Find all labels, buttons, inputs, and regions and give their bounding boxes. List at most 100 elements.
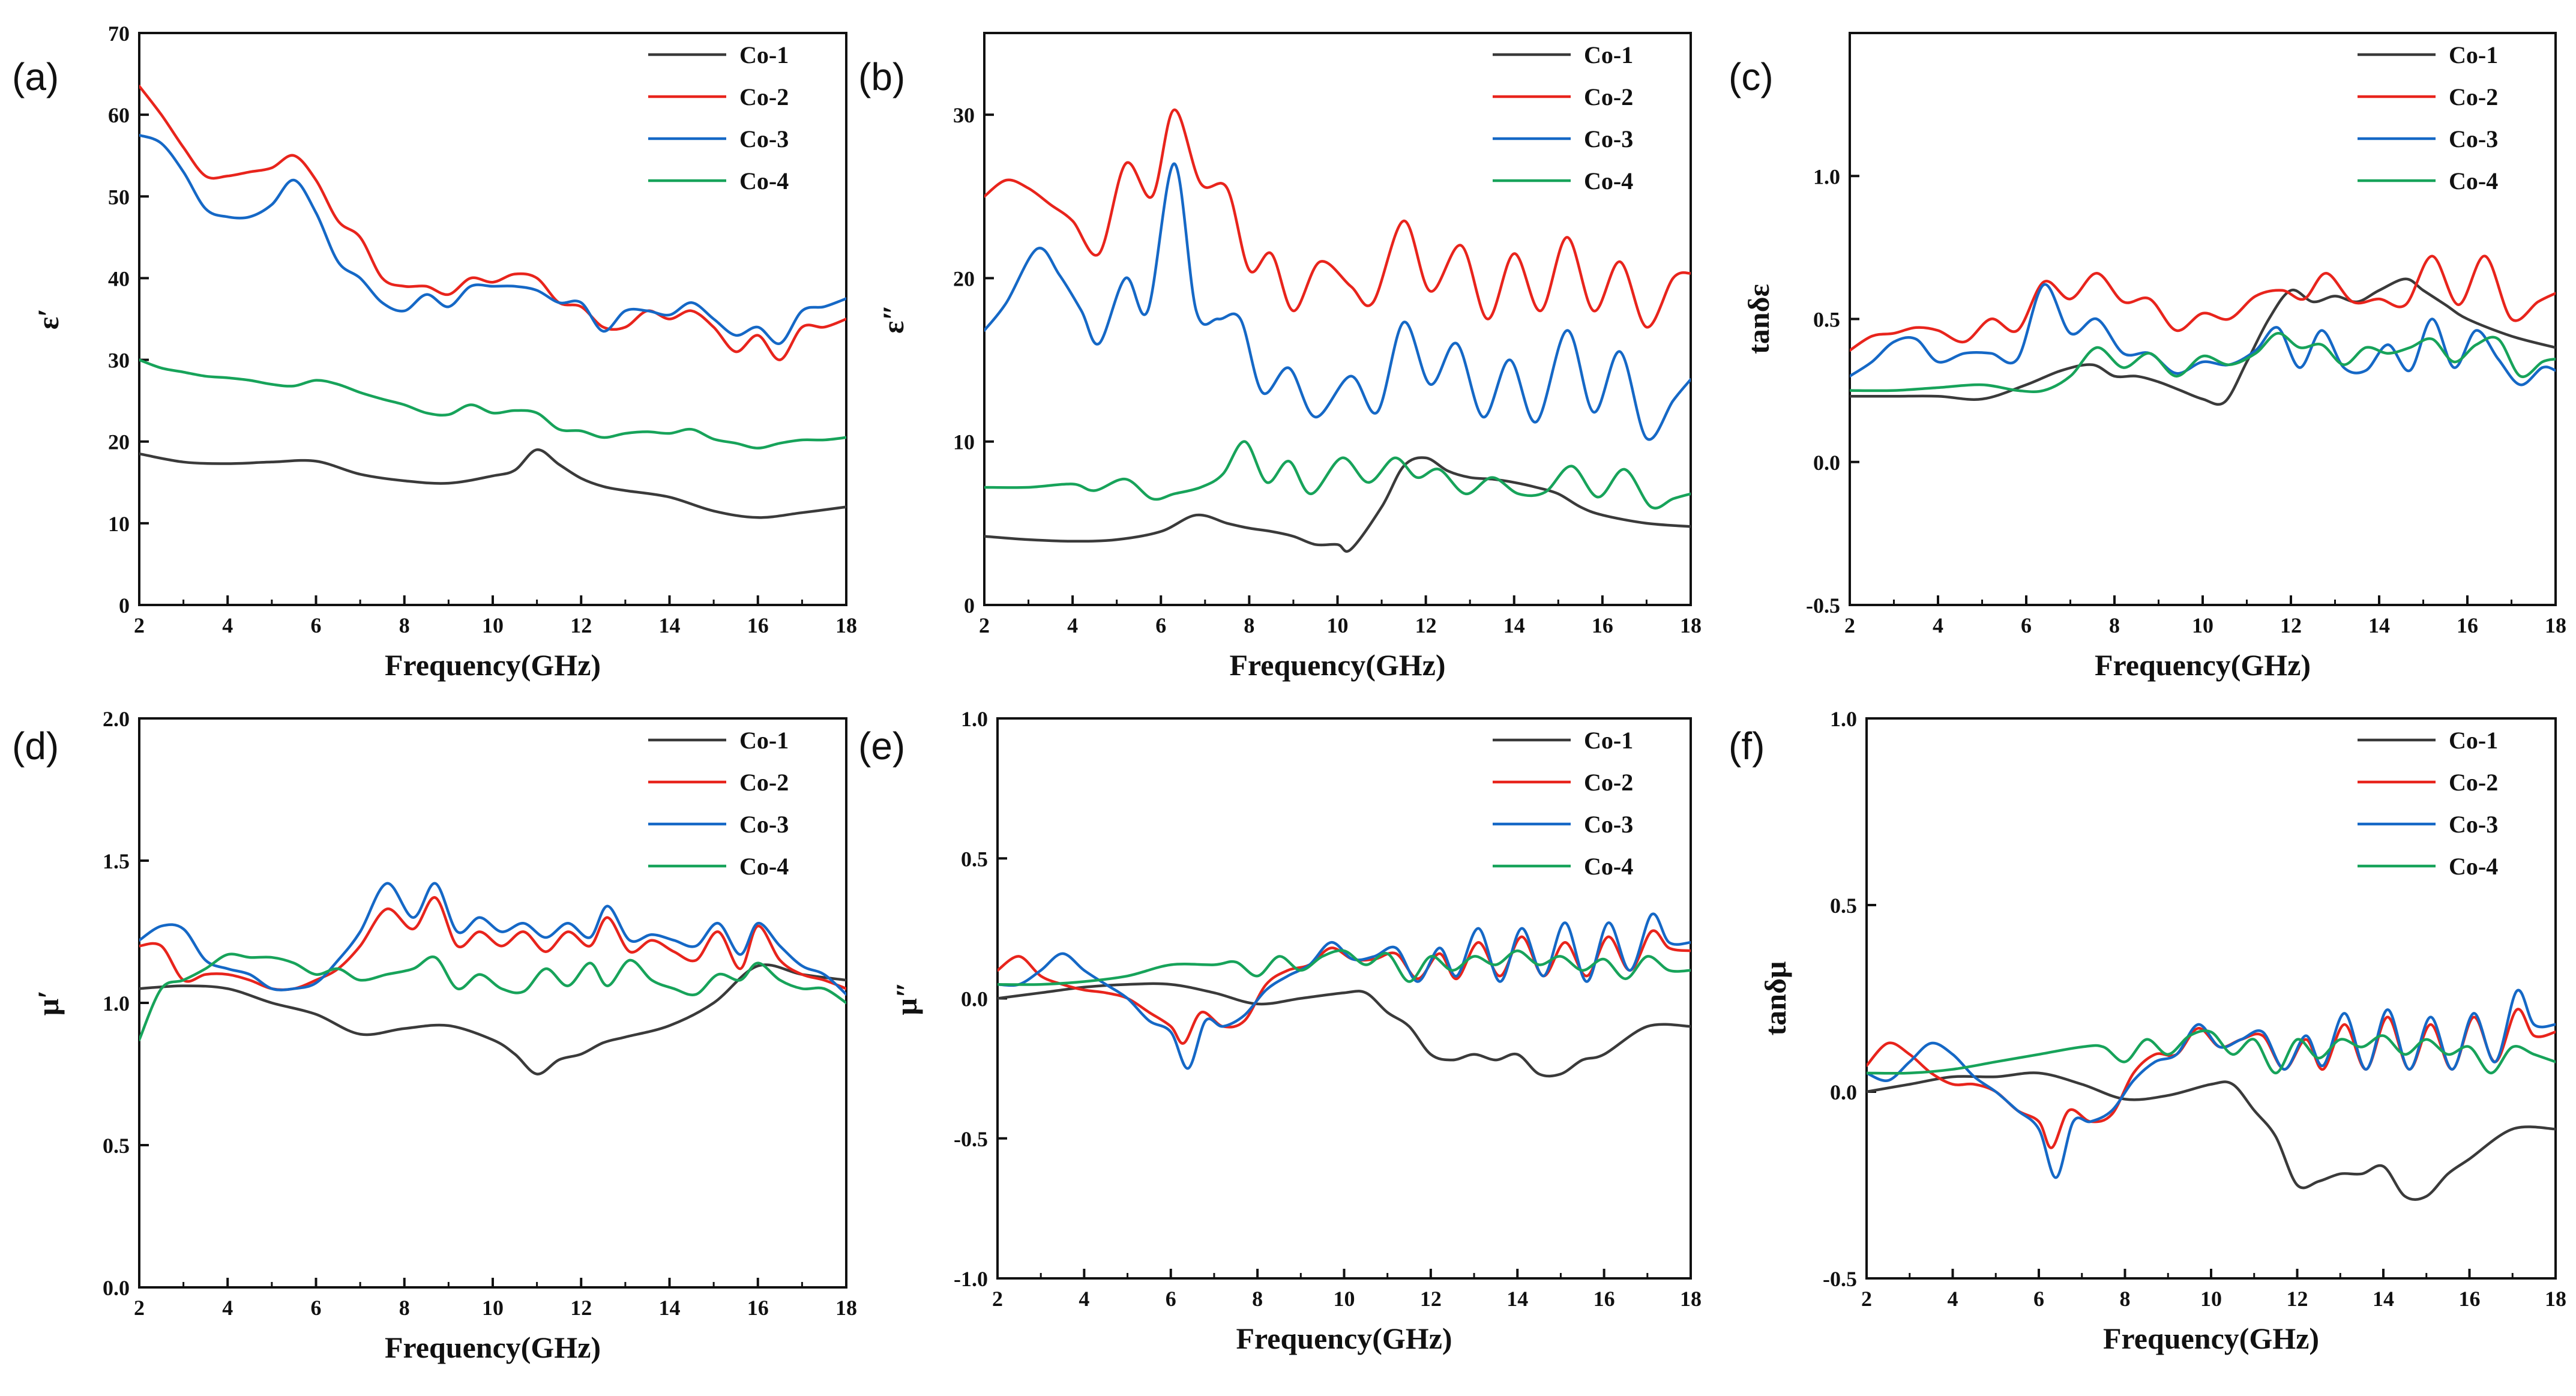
x-tick-label: 12: [2287, 1287, 2308, 1311]
x-tick-label: 16: [2459, 1287, 2481, 1311]
x-tick-label: 18: [2545, 1287, 2566, 1311]
series-line-co-4: [984, 440, 1691, 510]
x-tick-label: 2: [1844, 613, 1855, 637]
y-tick-label: -1.0: [954, 1267, 988, 1291]
series-line-co-3: [998, 912, 1691, 1070]
series-line-co-3: [1850, 283, 2556, 387]
y-tick-label: 0: [119, 594, 130, 618]
series-line-co-2: [984, 108, 1691, 329]
y-tick-label: 50: [108, 185, 130, 209]
legend-label: Co-2: [739, 83, 789, 110]
legend-label: Co-3: [739, 125, 789, 152]
y-axis-title: tanδμ: [1759, 961, 1792, 1036]
x-tick-label: 14: [659, 1296, 681, 1320]
legend-label: Co-3: [2449, 811, 2498, 838]
x-tick-label: 12: [570, 613, 592, 637]
x-tick-label: 14: [2373, 1287, 2394, 1311]
y-tick-label: 0.5: [1813, 308, 1840, 332]
legend-label: Co-2: [1584, 769, 1633, 796]
x-tick-label: 16: [1592, 613, 1613, 637]
x-axis-title: Frequency(GHz): [1229, 648, 1445, 682]
y-tick-label: -0.5: [1806, 594, 1840, 618]
legend-label: Co-1: [739, 41, 789, 68]
y-tick-label: 20: [108, 430, 130, 454]
x-tick-label: 4: [1933, 613, 1943, 637]
series-line-co-4: [1850, 332, 2556, 394]
x-tick-label: 12: [1420, 1287, 1442, 1311]
plot-frame: [983, 32, 1692, 606]
x-tick-label: 8: [399, 613, 410, 637]
series-group: [984, 108, 1691, 553]
chart-panel-2: (b) 2 4 6 8 10 12 14 16 18 0 10 20 30 Frequency(GHz) ε″…: [858, 32, 1702, 682]
series-group: [1867, 988, 2556, 1201]
x-tick-label: 8: [1244, 613, 1254, 637]
x-tick-label: 12: [570, 1296, 592, 1320]
x-tick-label: 6: [311, 613, 322, 637]
x-tick-label: 2: [1861, 1287, 1872, 1311]
legend-label: Co-4: [2449, 853, 2498, 880]
plot-frame: [138, 717, 847, 1289]
x-tick-label: 10: [482, 613, 504, 637]
legend-label: Co-3: [1584, 125, 1633, 152]
x-tick-label: 2: [134, 613, 145, 637]
y-tick-label: 1.0: [961, 707, 988, 731]
x-tick-label: 4: [1067, 613, 1078, 637]
series-line-co-4: [139, 358, 846, 450]
x-axis-title: Frequency(GHz): [2103, 1322, 2319, 1355]
legend-label: Co-1: [739, 727, 789, 754]
chart-panel-3: (c) 2 4 6 8 10 12 14 16 18 -0.5 0.0 0.5 1.0 Frequency(…: [1729, 32, 2566, 682]
series-line-co-4: [1867, 1029, 2556, 1075]
y-tick-label: 0.0: [1830, 1080, 1857, 1104]
x-tick-label: 14: [659, 613, 681, 637]
series-line-co-2: [1867, 1008, 2556, 1149]
series-line-co-1: [139, 448, 846, 519]
y-axis-title: μ′: [31, 990, 65, 1015]
legend-label: Co-2: [2449, 83, 2498, 110]
y-tick-label: 30: [953, 103, 975, 127]
y-tick-label: 0.0: [103, 1276, 130, 1300]
x-tick-label: 2: [979, 613, 990, 637]
x-tick-label: 4: [222, 613, 233, 637]
y-axis-title: tanδε: [1742, 284, 1775, 354]
series-line-co-1: [1850, 277, 2556, 406]
y-tick-label: 0.0: [961, 987, 988, 1011]
legend-label: Co-4: [1584, 167, 1633, 194]
y-tick-label: 0.0: [1813, 451, 1840, 475]
x-tick-label: 6: [2033, 1287, 2044, 1311]
series-line-co-2: [139, 85, 846, 361]
series-line-co-3: [1867, 988, 2556, 1179]
legend-label: Co-1: [2449, 41, 2498, 68]
y-tick-label: 60: [108, 103, 130, 127]
x-tick-label: 4: [222, 1296, 233, 1320]
y-tick-label: 2.0: [103, 707, 130, 731]
chart-panel-1: (a) 2 4 6 8 10 12 14 16 18 0 10 20 30 40 50 60 70 Frequenc…: [12, 22, 857, 682]
legend-label: Co-1: [2449, 727, 2498, 754]
plot-frame: [1865, 717, 2557, 1280]
legend-label: Co-3: [2449, 125, 2498, 152]
series-line-co-2: [1850, 254, 2556, 352]
x-tick-label: 16: [2457, 613, 2478, 637]
series-line-co-1: [139, 963, 846, 1076]
x-tick-label: 12: [1415, 613, 1437, 637]
series-line-co-4: [139, 952, 846, 1041]
panel-label: (a): [12, 55, 59, 98]
x-axis-title: Frequency(GHz): [1236, 1322, 1452, 1355]
y-tick-label: 10: [108, 512, 130, 536]
x-tick-label: 8: [2120, 1287, 2131, 1311]
legend-label: Co-2: [1584, 83, 1633, 110]
series-group: [1850, 254, 2556, 406]
panel-label: (c): [1729, 55, 1774, 98]
y-tick-label: 0.5: [961, 847, 988, 871]
y-tick-label: 30: [108, 349, 130, 373]
y-tick-label: 1.0: [103, 991, 130, 1015]
x-tick-label: 2: [992, 1287, 1003, 1311]
legend-label: Co-4: [739, 167, 789, 194]
y-axis-title: μ″: [889, 982, 923, 1015]
series-group: [139, 85, 846, 519]
y-tick-label: 1.5: [103, 849, 130, 873]
series-line-co-4: [998, 949, 1691, 986]
y-tick-label: 0: [964, 594, 975, 618]
x-tick-label: 18: [835, 1296, 857, 1320]
panel-label: (b): [858, 55, 905, 98]
